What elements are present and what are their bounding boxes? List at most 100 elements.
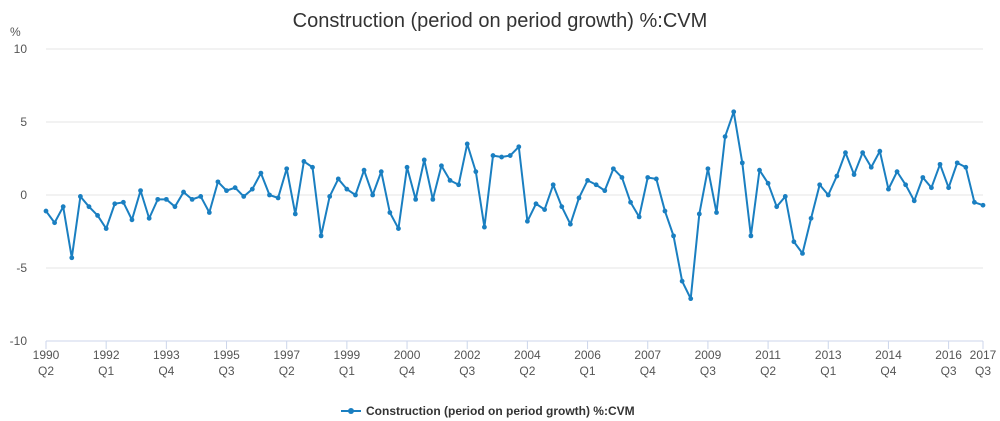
- data-point[interactable]: [671, 233, 676, 239]
- data-point[interactable]: [834, 173, 840, 179]
- data-point[interactable]: [662, 208, 668, 214]
- data-point[interactable]: [95, 213, 100, 218]
- data-point[interactable]: [610, 166, 616, 172]
- data-point[interactable]: [524, 218, 530, 224]
- data-point[interactable]: [937, 161, 943, 167]
- data-point[interactable]: [490, 153, 496, 158]
- data-point[interactable]: [576, 195, 582, 201]
- data-point[interactable]: [791, 239, 797, 245]
- data-point[interactable]: [138, 188, 143, 194]
- data-point[interactable]: [77, 194, 83, 199]
- data-point[interactable]: [980, 202, 986, 208]
- data-point[interactable]: [86, 204, 92, 210]
- data-point[interactable]: [430, 196, 436, 202]
- data-point[interactable]: [318, 233, 324, 239]
- data-point[interactable]: [396, 226, 401, 231]
- data-point[interactable]: [473, 169, 479, 175]
- data-point[interactable]: [542, 207, 547, 213]
- data-point[interactable]: [653, 176, 659, 182]
- data-point[interactable]: [628, 199, 633, 205]
- data-point[interactable]: [886, 186, 891, 192]
- data-point[interactable]: [353, 192, 358, 198]
- data-point[interactable]: [464, 141, 470, 147]
- data-point[interactable]: [310, 164, 315, 170]
- data-point[interactable]: [920, 175, 926, 180]
- data-point[interactable]: [163, 196, 169, 202]
- data-point[interactable]: [215, 179, 221, 185]
- data-point[interactable]: [447, 178, 453, 183]
- data-point[interactable]: [120, 199, 126, 205]
- data-point[interactable]: [103, 226, 109, 231]
- data-point[interactable]: [292, 211, 298, 217]
- data-point[interactable]: [232, 185, 238, 191]
- data-point[interactable]: [567, 221, 573, 227]
- data-point[interactable]: [52, 220, 57, 226]
- data-point[interactable]: [696, 211, 702, 217]
- data-point[interactable]: [868, 164, 874, 170]
- data-point[interactable]: [688, 296, 694, 302]
- data-point[interactable]: [636, 214, 642, 220]
- data-point[interactable]: [929, 185, 934, 191]
- data-point[interactable]: [378, 169, 384, 175]
- data-point[interactable]: [825, 192, 831, 198]
- data-point[interactable]: [60, 204, 66, 210]
- data-point[interactable]: [241, 194, 247, 199]
- data-point[interactable]: [370, 192, 376, 198]
- data-point[interactable]: [327, 194, 333, 199]
- data-point[interactable]: [559, 204, 565, 210]
- data-point[interactable]: [748, 233, 754, 239]
- data-point[interactable]: [69, 255, 75, 261]
- data-point[interactable]: [731, 109, 737, 115]
- data-point[interactable]: [645, 175, 651, 180]
- data-point[interactable]: [267, 192, 272, 198]
- data-point[interactable]: [602, 188, 608, 194]
- data-point[interactable]: [843, 150, 848, 156]
- data-point[interactable]: [189, 196, 195, 202]
- data-point[interactable]: [249, 186, 255, 192]
- data-point[interactable]: [851, 172, 857, 177]
- data-point[interactable]: [172, 204, 178, 210]
- data-point[interactable]: [112, 201, 118, 207]
- data-point[interactable]: [181, 189, 186, 195]
- data-point[interactable]: [439, 163, 444, 169]
- data-point[interactable]: [344, 186, 350, 192]
- data-point[interactable]: [817, 182, 823, 188]
- data-point[interactable]: [860, 150, 866, 156]
- data-point[interactable]: [808, 215, 814, 221]
- data-point[interactable]: [206, 210, 212, 215]
- data-point[interactable]: [516, 144, 522, 150]
- data-point[interactable]: [146, 215, 152, 221]
- data-point[interactable]: [679, 278, 685, 284]
- data-point[interactable]: [361, 167, 367, 173]
- data-point[interactable]: [258, 170, 264, 176]
- data-point[interactable]: [774, 204, 780, 210]
- data-point[interactable]: [800, 251, 805, 256]
- data-point[interactable]: [972, 199, 977, 205]
- data-point[interactable]: [387, 210, 393, 215]
- data-point[interactable]: [894, 169, 900, 175]
- data-point[interactable]: [963, 164, 969, 170]
- data-point[interactable]: [198, 194, 204, 199]
- data-point[interactable]: [275, 195, 281, 201]
- data-point[interactable]: [739, 160, 745, 166]
- data-point[interactable]: [954, 160, 960, 166]
- data-point[interactable]: [619, 175, 625, 180]
- data-point[interactable]: [877, 148, 883, 154]
- data-point[interactable]: [301, 159, 307, 164]
- data-point[interactable]: [421, 157, 427, 163]
- data-point[interactable]: [946, 185, 952, 191]
- data-point[interactable]: [722, 134, 728, 140]
- data-point[interactable]: [413, 196, 419, 202]
- data-point[interactable]: [404, 164, 410, 170]
- data-point[interactable]: [911, 198, 917, 204]
- data-point[interactable]: [499, 154, 505, 160]
- data-point[interactable]: [284, 166, 290, 172]
- data-point[interactable]: [155, 196, 161, 202]
- data-point[interactable]: [482, 224, 487, 230]
- data-point[interactable]: [705, 166, 711, 172]
- data-point[interactable]: [507, 153, 513, 158]
- data-point[interactable]: [224, 188, 229, 194]
- data-point[interactable]: [714, 210, 719, 215]
- data-point[interactable]: [757, 167, 762, 173]
- data-point[interactable]: [550, 182, 556, 188]
